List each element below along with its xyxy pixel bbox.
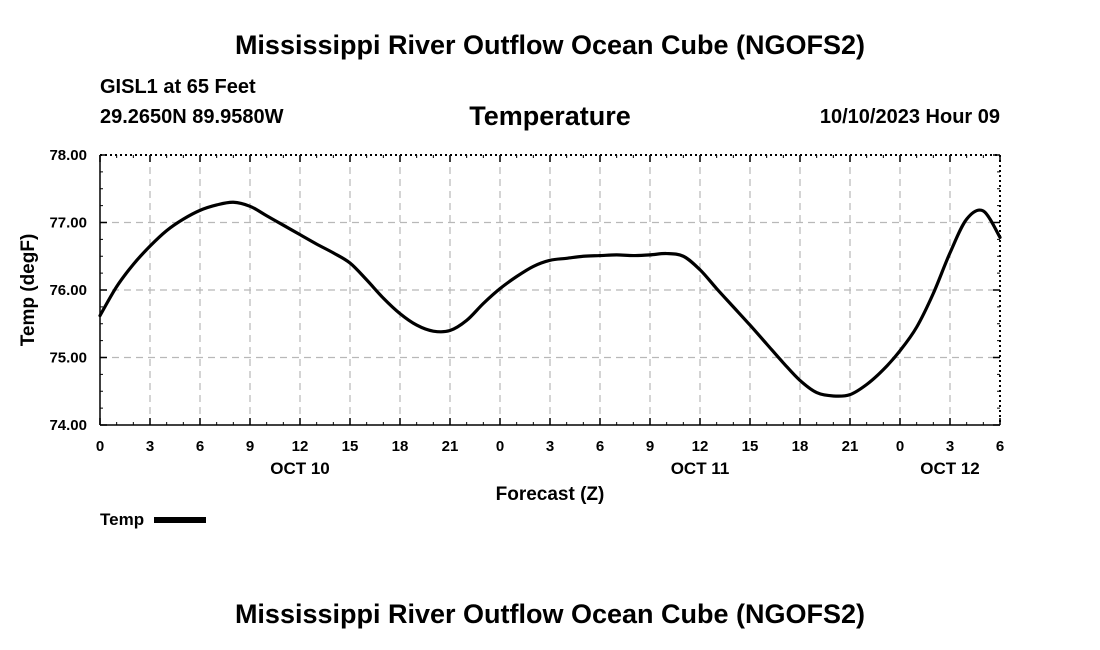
chart-title: Temperature — [469, 101, 631, 131]
temp-series-line — [98, 200, 1002, 398]
x-tick-label: 0 — [896, 438, 904, 455]
x-tick-label: 3 — [546, 438, 554, 455]
x-tick-label: 6 — [996, 438, 1004, 455]
x-tick-label: 6 — [596, 438, 604, 455]
y-tick-label: 77.00 — [49, 215, 87, 232]
x-tick-label: 3 — [946, 438, 954, 455]
x-tick-label: 12 — [292, 438, 309, 455]
chart-ticks: 0 3 6 9 12 15 18 21 0 3 6 9 12 15 18 21 0 3 6 74.00 75.00 76.… — [49, 147, 1004, 478]
date-label: OCT 11 — [671, 459, 730, 478]
chart-legend: Temp — [100, 510, 207, 530]
date-label: OCT 10 — [270, 459, 330, 478]
page-title: Mississippi River Outflow Ocean Cube (NG… — [234, 30, 866, 60]
station-coordinates: 29.2650N 89.9580W — [100, 106, 284, 128]
x-tick-label: 15 — [742, 438, 759, 455]
chart-series — [98, 200, 1002, 398]
footer-title: Mississippi River Outflow Ocean Cube (NG… — [234, 599, 866, 629]
y-axis-label: Temp (degF) — [18, 234, 39, 347]
x-tick-label: 0 — [496, 438, 504, 455]
legend-line-swatch — [154, 517, 207, 523]
date-label: OCT 12 — [920, 459, 980, 478]
x-tick-label: 18 — [792, 438, 809, 455]
x-tick-label: 18 — [392, 438, 409, 455]
x-axis-label: Forecast (Z) — [496, 484, 605, 505]
y-tick-label: 74.00 — [49, 417, 87, 434]
forecast-timestamp: 10/10/2023 Hour 09 — [819, 106, 1000, 128]
y-tick-label: 75.00 — [49, 350, 87, 367]
y-tick-label: 78.00 — [49, 147, 87, 164]
x-tick-label: 15 — [342, 438, 359, 455]
x-tick-label: 6 — [196, 438, 204, 455]
x-tick-label: 12 — [692, 438, 709, 455]
legend-label: Temp — [100, 510, 145, 529]
station-label: GISL1 at 65 Feet — [100, 76, 256, 98]
x-tick-label: 21 — [442, 438, 459, 455]
temperature-chart: 0 3 6 9 12 15 18 21 0 3 6 9 12 15 18 21 0 3 6 74.00 75.00 76.… — [18, 147, 1004, 505]
x-tick-label: 9 — [246, 438, 254, 455]
x-tick-label: 9 — [646, 438, 654, 455]
x-tick-label: 3 — [146, 438, 154, 455]
y-tick-label: 76.00 — [49, 282, 87, 299]
x-tick-label: 21 — [842, 438, 859, 455]
x-tick-label: 0 — [96, 438, 104, 455]
